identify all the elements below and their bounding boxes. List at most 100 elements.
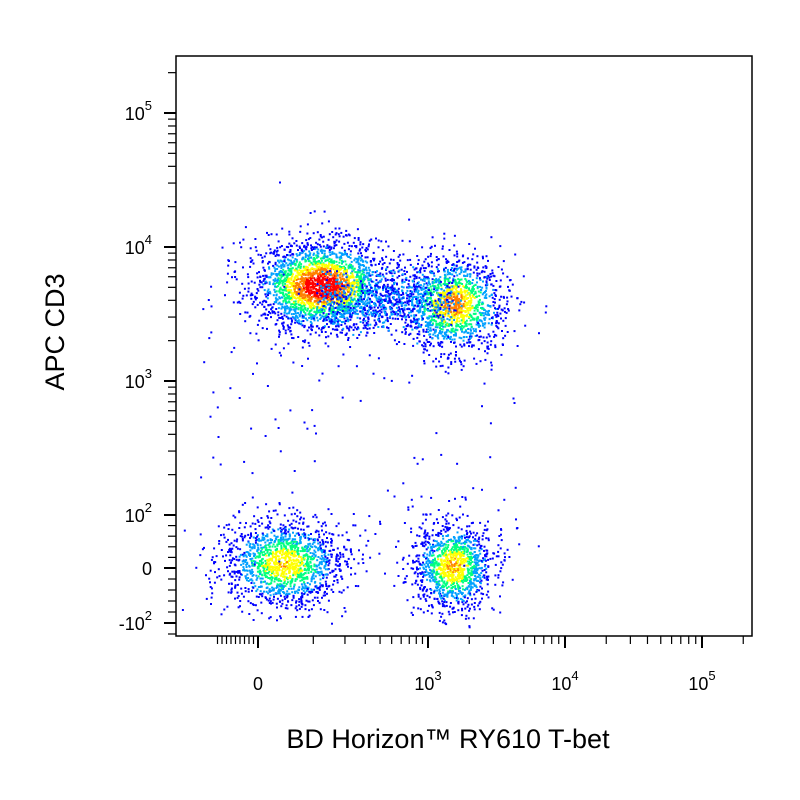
event-dot [427,265,430,268]
event-dot [286,276,288,279]
event-dot [320,328,323,331]
event-dot [304,277,307,279]
event-dot [456,274,459,277]
event-dot [472,327,475,330]
event-dot [333,267,336,270]
event-dot [417,289,420,292]
event-dot [370,290,373,293]
event-dot [326,295,329,298]
event-dot [486,310,489,313]
event-dot [320,558,323,561]
event-dot [310,318,313,320]
event-dot [305,266,308,268]
event-dot [425,308,428,311]
event-dot [280,532,283,535]
event-dot [427,255,430,258]
event-dot [242,294,245,297]
event-dot [433,304,436,307]
event-dot [345,229,348,232]
event-dot [462,302,465,305]
event-dot [441,345,444,348]
event-dot [420,289,423,291]
event-dot [309,252,312,255]
event-dot [317,275,320,278]
event-dot [469,273,472,276]
event-dot [285,307,288,310]
event-dot [456,316,459,319]
event-dot [277,240,280,243]
event-dot [249,257,252,260]
event-dot [413,296,416,298]
event-dot [304,272,307,275]
event-dot [250,280,253,283]
event-dot [278,280,281,282]
event-dot [363,293,366,296]
event-dot [293,540,295,543]
event-dot [328,257,331,260]
event-dot [306,281,309,283]
event-dot [280,556,283,559]
event-dot [233,572,236,575]
event-dot [352,269,355,272]
event-dot [319,310,322,313]
event-dot [299,561,302,564]
event-dot [302,293,305,296]
event-dot [208,577,211,580]
event-dot [339,286,342,288]
event-dot [267,583,270,586]
event-dot [433,281,436,284]
event-dot [372,294,375,297]
event-dot [427,297,430,299]
event-dot [391,279,394,282]
event-dot [255,574,258,577]
event-dot [483,382,486,385]
event-dot [440,310,443,313]
event-dot [287,306,290,309]
event-dot [416,333,419,335]
event-dot [418,276,421,279]
event-dot [475,277,478,280]
event-dot [440,353,443,356]
event-dot [287,297,290,300]
event-dot [299,225,302,228]
event-dot [492,301,495,303]
event-dot [285,552,288,555]
event-dot [274,323,277,326]
event-dot [361,270,364,273]
event-dot [216,576,219,579]
event-dot [287,292,290,294]
event-dot [288,262,291,265]
event-dot [406,259,409,262]
event-dot [307,288,310,291]
event-dot [279,617,282,620]
event-dot [490,283,493,286]
event-dot [276,619,278,622]
event-dot [320,293,323,296]
event-dot [279,583,282,586]
event-dot [460,278,463,281]
event-dot [458,309,461,312]
event-dot [278,565,281,568]
event-dot [338,564,341,566]
event-dot [291,552,293,555]
event-dot [303,280,306,283]
event-dot [279,594,282,597]
event-dot [381,325,384,328]
event-dot [359,243,362,246]
event-dot [280,561,283,564]
event-dot [475,307,478,310]
event-dot [261,303,264,306]
event-dot [474,306,477,309]
event-dot [359,241,362,244]
event-dot [372,280,375,283]
event-dot [284,559,287,562]
event-dot [280,605,283,608]
event-dot [316,308,318,310]
event-dot [310,247,313,250]
event-dot [290,320,293,323]
event-dot [264,280,267,283]
event-dot [333,281,336,284]
event-dot [446,277,448,280]
event-dot [430,245,433,248]
event-dot [218,575,221,578]
